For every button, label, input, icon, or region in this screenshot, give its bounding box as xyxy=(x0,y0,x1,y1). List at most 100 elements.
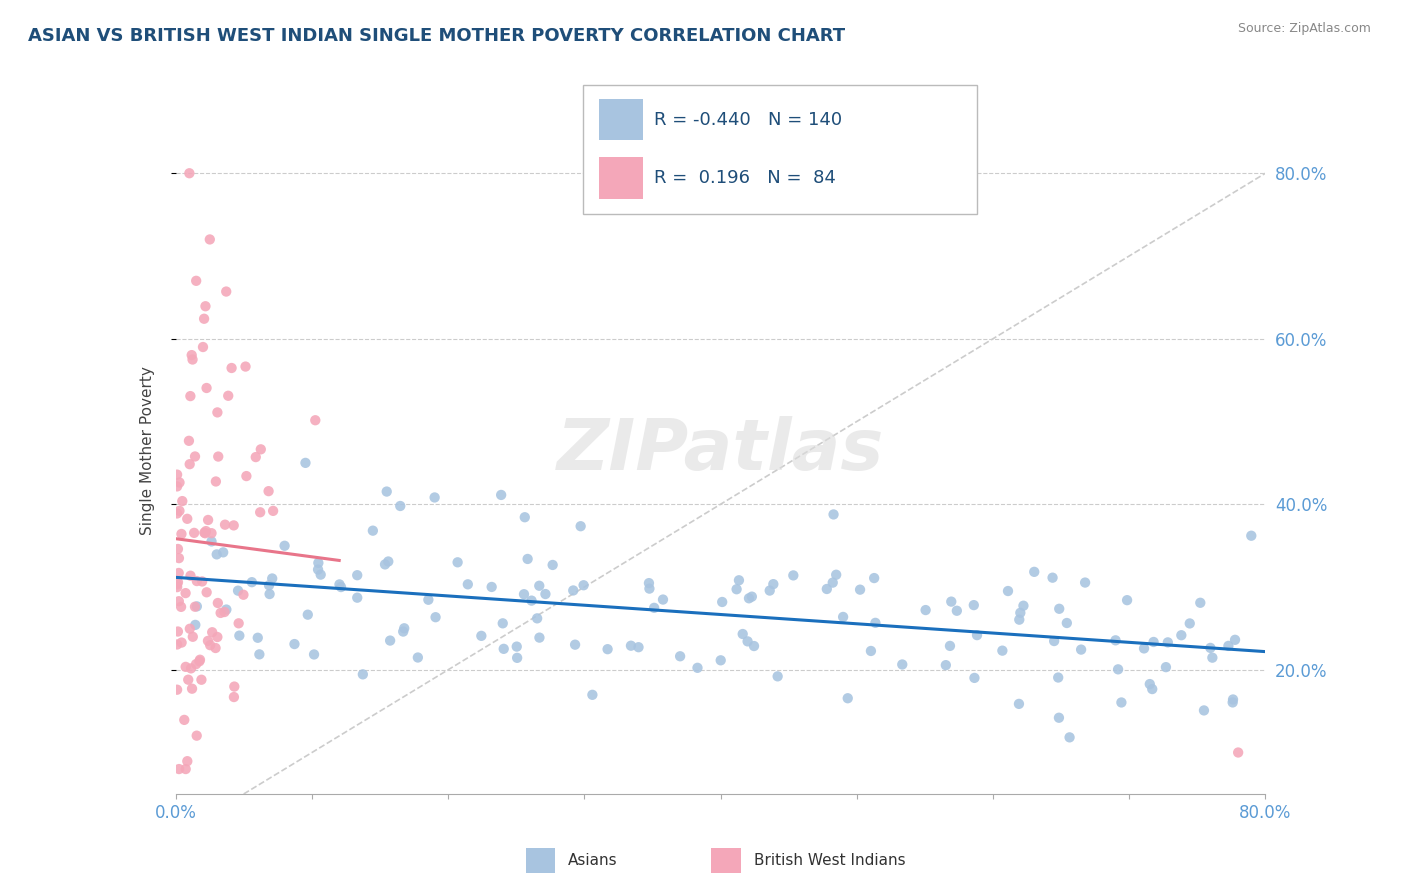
Point xyxy=(247,648,270,662)
Point xyxy=(731,627,754,641)
Point xyxy=(470,629,492,643)
Point xyxy=(669,649,692,664)
Point xyxy=(179,389,201,403)
Point xyxy=(534,587,557,601)
Point xyxy=(941,594,963,608)
Point xyxy=(389,499,412,513)
Point xyxy=(177,673,200,687)
Point xyxy=(737,634,759,648)
Point xyxy=(214,517,236,532)
Point xyxy=(1008,697,1031,711)
Point xyxy=(652,592,675,607)
Point xyxy=(966,628,988,642)
Point xyxy=(686,661,709,675)
Point xyxy=(378,633,401,648)
Point xyxy=(190,673,212,687)
Point xyxy=(423,491,446,505)
Point xyxy=(352,667,374,681)
Point xyxy=(195,585,218,599)
Point xyxy=(224,680,246,694)
Point xyxy=(1043,634,1066,648)
Point xyxy=(513,510,536,524)
Point xyxy=(167,566,190,580)
Point xyxy=(177,434,200,448)
Point xyxy=(406,650,429,665)
Point xyxy=(240,575,263,590)
Point xyxy=(728,574,751,588)
Point xyxy=(181,681,204,696)
Point xyxy=(492,641,515,656)
Point xyxy=(186,599,208,614)
Point xyxy=(217,389,239,403)
Point xyxy=(174,586,197,600)
Point xyxy=(232,588,254,602)
Point xyxy=(1218,639,1240,653)
Point xyxy=(513,587,536,601)
Bar xyxy=(711,848,741,873)
Point xyxy=(191,340,214,354)
Point xyxy=(1047,601,1070,615)
Point xyxy=(1008,613,1031,627)
Point xyxy=(194,299,217,313)
Point xyxy=(711,595,734,609)
Point xyxy=(832,610,855,624)
Point xyxy=(166,637,188,651)
Point xyxy=(262,572,284,586)
Point xyxy=(562,583,585,598)
Point xyxy=(179,457,201,471)
Point xyxy=(214,605,236,619)
Point xyxy=(526,611,548,625)
Point xyxy=(1192,703,1215,717)
Point xyxy=(181,352,204,367)
Point xyxy=(201,625,224,640)
Point xyxy=(246,631,269,645)
Point xyxy=(1070,642,1092,657)
Point xyxy=(307,556,329,570)
Point xyxy=(184,618,207,632)
Point xyxy=(1142,681,1164,696)
Point xyxy=(815,582,838,596)
Point xyxy=(821,575,844,590)
Point xyxy=(457,577,479,591)
Point xyxy=(1056,615,1078,630)
Point xyxy=(1170,628,1192,642)
Point xyxy=(446,555,468,569)
Point xyxy=(330,580,353,594)
Point xyxy=(197,513,219,527)
Point xyxy=(188,653,211,667)
Text: R =  0.196   N =  84: R = 0.196 N = 84 xyxy=(654,169,837,186)
Point xyxy=(738,591,761,606)
Point xyxy=(1240,529,1263,543)
Point xyxy=(997,584,1019,599)
Point xyxy=(762,577,785,591)
Point xyxy=(193,525,215,540)
Point xyxy=(205,548,228,562)
Point xyxy=(170,635,193,649)
Point xyxy=(638,576,661,591)
Point xyxy=(1189,596,1212,610)
Point xyxy=(259,587,281,601)
Point xyxy=(710,653,733,667)
Point xyxy=(939,639,962,653)
Point xyxy=(361,524,384,538)
Point xyxy=(638,582,661,596)
Point xyxy=(204,640,226,655)
Point xyxy=(1139,677,1161,691)
Point xyxy=(1059,731,1081,745)
Point xyxy=(1024,565,1046,579)
Point xyxy=(1107,662,1129,676)
Point xyxy=(194,526,217,541)
Point xyxy=(273,539,295,553)
Point xyxy=(245,450,267,464)
Point xyxy=(529,631,551,645)
Point xyxy=(194,524,217,538)
Point xyxy=(1042,571,1064,585)
Point xyxy=(1111,696,1133,710)
Point xyxy=(257,578,280,592)
Point xyxy=(170,527,193,541)
Point xyxy=(167,551,190,566)
Bar xyxy=(599,157,643,199)
Point xyxy=(492,616,515,631)
Point xyxy=(195,381,218,395)
Point xyxy=(564,638,586,652)
